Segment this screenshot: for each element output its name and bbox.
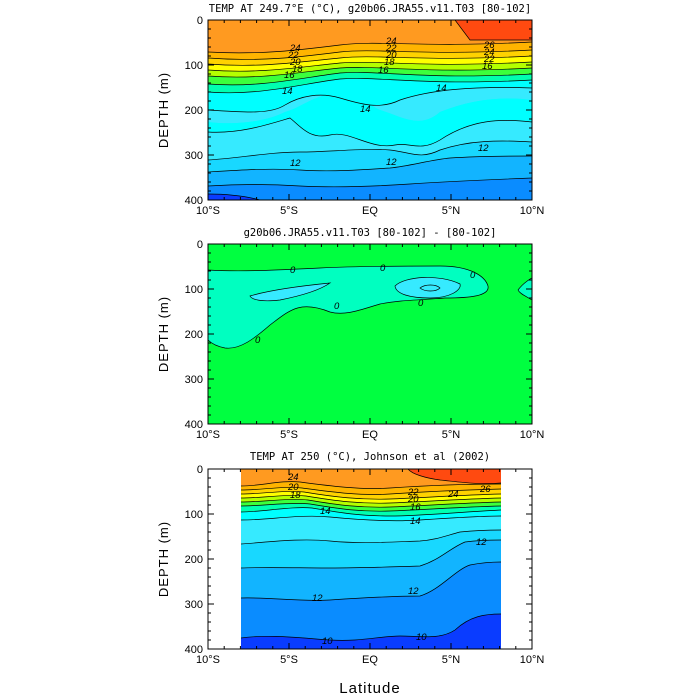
contour-label: 0	[255, 335, 261, 346]
panel2-ylabel: DEPTH (m)	[156, 296, 171, 372]
y-tick-label: 300	[185, 374, 203, 386]
contour-label: 22	[287, 50, 299, 61]
y-tick-label: 0	[197, 15, 203, 27]
y-tick-label: 400	[185, 195, 203, 207]
y-tick-label: 200	[185, 105, 203, 117]
x-tick-label: 10°S	[196, 205, 220, 217]
y-tick-label: 400	[185, 419, 203, 431]
y-tick-label: 300	[185, 150, 203, 162]
x-tick-label: EQ	[362, 205, 378, 217]
panel2-contour-lines	[208, 265, 532, 349]
contour-label: 24	[289, 43, 301, 54]
contour-label: 16	[410, 502, 421, 513]
panel3-ylabel: DEPTH (m)	[156, 521, 171, 597]
contour-label: 0	[334, 301, 340, 312]
x-tick-label: 10°N	[520, 429, 545, 441]
contour-label: 12	[408, 586, 419, 597]
panel1-ylabel: DEPTH (m)	[156, 72, 171, 148]
x-tick-label: 10°N	[520, 654, 545, 666]
panel1-axes: 10°S 5°S EQ 5°N 10°N 0 100 200 300 400	[185, 15, 545, 217]
contour-label: 24	[385, 36, 397, 47]
x-tick-label: 5°S	[280, 205, 298, 217]
contour-label: 10	[322, 636, 333, 647]
panel1-contour-lines	[208, 20, 532, 200]
y-tick-label: 200	[185, 554, 203, 566]
y-tick-label: 200	[185, 329, 203, 341]
contour-label: 16	[482, 61, 493, 72]
y-tick-label: 100	[185, 509, 203, 521]
panel3-axes: 10°S 5°S EQ 5°N 10°N 0 100 200 300 400	[185, 464, 545, 666]
contour-label: 12	[386, 157, 397, 168]
contour-label: 14	[436, 83, 447, 94]
y-tick-label: 0	[197, 464, 203, 476]
x-tick-label: 5°N	[442, 654, 461, 666]
x-tick-label: 10°N	[520, 205, 545, 217]
panel2-contour-fills	[208, 244, 532, 424]
panel-difference: g20b06.JRA55.v11.T03 [80-102] - [80-102]…	[156, 227, 544, 441]
panel3-contour-lines	[241, 469, 501, 641]
x-tick-label: 5°N	[442, 205, 461, 217]
x-tick-label: 5°S	[280, 654, 298, 666]
contour-label: 12	[290, 158, 301, 169]
x-axis-title: Latitude	[339, 680, 400, 697]
contour-label: 0	[418, 298, 424, 309]
contour-label: 26	[479, 484, 491, 495]
contour-label: 20	[385, 50, 397, 61]
panel1-contour-fills	[208, 20, 532, 200]
panel2-contour-labels: 0 0 0 0 0 0	[255, 263, 476, 346]
panel3-title: TEMP AT 250 (°C), Johnson et al (2002)	[250, 451, 490, 463]
panel2-title: g20b06.JRA55.v11.T03 [80-102] - [80-102]	[244, 227, 497, 239]
y-tick-label: 100	[185, 60, 203, 72]
y-tick-label: 100	[185, 284, 203, 296]
contour-label: 14	[282, 86, 293, 97]
y-tick-label: 400	[185, 644, 203, 656]
panel1-contour-labels: 24 22 20 18 16 14 14 14 12 12 12 24 22 2…	[282, 36, 495, 169]
contour-label: 22	[483, 54, 495, 65]
contour-label: 20	[407, 494, 419, 505]
x-tick-label: 5°S	[280, 429, 298, 441]
contour-label: 20	[287, 482, 299, 493]
contour-label: 16	[284, 70, 295, 81]
contour-label: 22	[407, 487, 419, 498]
contour-label: 18	[292, 64, 303, 75]
panel3-contour-labels: 24 20 18 14 14 12 12 12 10 10 22 20 16 2…	[287, 472, 491, 647]
panel1-title: TEMP AT 249.7°E (°C), g20b06.JRA55.v11.T…	[209, 3, 531, 15]
contour-label: 16	[378, 65, 389, 76]
contour-label: 26	[483, 40, 495, 51]
y-tick-label: 300	[185, 599, 203, 611]
y-tick-label: 0	[197, 239, 203, 251]
x-tick-label: 5°N	[442, 429, 461, 441]
contour-label: 24	[447, 489, 459, 500]
contour-label: 18	[384, 57, 395, 68]
panel3-contour-fills	[241, 469, 501, 649]
contour-label: 24	[483, 47, 495, 58]
x-tick-label: EQ	[362, 429, 378, 441]
x-tick-label: 10°S	[196, 654, 220, 666]
contour-label: 22	[385, 43, 397, 54]
contour-label: 0	[380, 263, 386, 274]
panel-observed-temperature: TEMP AT 250 (°C), Johnson et al (2002)	[156, 451, 544, 666]
contour-label: 10	[416, 632, 427, 643]
panel-model-temperature: TEMP AT 249.7°E (°C), g20b06.JRA55.v11.T…	[156, 3, 544, 217]
contour-label: 14	[320, 506, 331, 517]
contour-label: 0	[470, 270, 476, 281]
contour-label: 14	[410, 516, 421, 527]
contour-label: 12	[312, 593, 323, 604]
x-tick-label: EQ	[362, 654, 378, 666]
contour-label: 12	[478, 143, 489, 154]
contour-label: 0	[290, 265, 296, 276]
panel2-axes: 10°S 5°S EQ 5°N 10°N 0 100 200 300 400	[185, 239, 545, 441]
contour-label: 12	[476, 537, 487, 548]
contour-label: 24	[287, 472, 299, 483]
contour-label: 18	[290, 490, 301, 501]
x-tick-label: 10°S	[196, 429, 220, 441]
contour-label: 14	[360, 104, 371, 115]
contour-label: 20	[289, 57, 301, 68]
